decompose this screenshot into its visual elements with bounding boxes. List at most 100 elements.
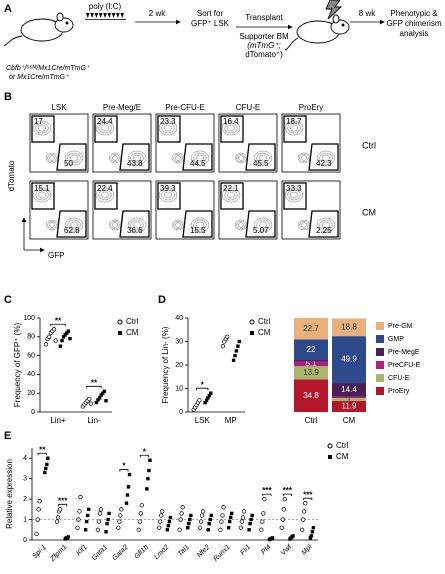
gate-value: 23.3 (160, 117, 176, 126)
point (51, 327, 57, 332)
gate-value: 62.8 (64, 226, 80, 235)
point (248, 521, 252, 526)
point (260, 519, 265, 524)
panel-label: C (4, 294, 12, 306)
point (221, 505, 226, 510)
contour (98, 189, 112, 201)
point (207, 521, 211, 526)
significance: ** (39, 445, 46, 454)
contour (193, 219, 207, 231)
x-tick-label: Lmo2 (153, 544, 170, 561)
step-text: analysis (400, 29, 429, 38)
x-tick-label: Klf1 (75, 544, 89, 558)
point (309, 534, 314, 538)
gate (245, 210, 276, 238)
contour (32, 120, 52, 136)
contour (316, 217, 336, 233)
value-label: 14.4 (341, 385, 357, 394)
point (159, 513, 164, 518)
contour (227, 124, 235, 132)
panel-label: E (4, 430, 11, 442)
point (310, 530, 315, 534)
legend-label: Ctrl (336, 441, 349, 450)
y-tick-label: 60 (27, 352, 35, 359)
y-axis-label: Frequency of GFP⁺ (%) (13, 323, 22, 408)
x-tick-label: CM (343, 416, 356, 425)
contour (196, 154, 204, 162)
gate (308, 210, 339, 238)
contour (164, 124, 172, 132)
contour (236, 221, 246, 229)
point (118, 513, 123, 518)
x-tick-label: Tal1 (177, 544, 191, 558)
contour (224, 189, 238, 201)
point (198, 519, 204, 524)
contour (32, 187, 52, 203)
point (231, 358, 236, 362)
point (208, 517, 212, 522)
axis-label: dTomato (7, 160, 16, 191)
contour (301, 222, 307, 228)
contour (236, 154, 246, 162)
contour (175, 222, 181, 228)
point (249, 517, 253, 522)
significance: * (122, 462, 126, 471)
y-tick-label: 20 (27, 390, 35, 397)
point (58, 344, 63, 348)
gate-value: 15.1 (34, 184, 50, 193)
point (311, 526, 316, 530)
contour (130, 152, 144, 164)
mouse (284, 0, 350, 51)
point (300, 527, 305, 532)
step-text: Supporter BM (239, 32, 289, 41)
gate (119, 210, 150, 238)
legend-marker (327, 443, 333, 449)
point (165, 528, 170, 532)
y-axis-label: Frequency of Lin- (%) (161, 326, 170, 403)
column-header: ProEry (299, 103, 323, 112)
gate-value: 50 (64, 159, 73, 168)
step-text: Transplant (245, 13, 283, 22)
legend-marker (249, 319, 255, 325)
gate-value: 24.4 (97, 117, 113, 126)
point (66, 535, 70, 539)
bar-segment (332, 336, 366, 384)
point (219, 519, 224, 524)
gate-value: 39.3 (160, 184, 176, 193)
plot-frame (155, 113, 215, 173)
gate (245, 143, 276, 171)
gate (182, 143, 213, 171)
point (104, 399, 108, 403)
point (226, 526, 231, 530)
gate-value: 43.8 (127, 159, 143, 168)
point (197, 398, 202, 403)
plot-frame (281, 180, 341, 240)
contour (112, 222, 118, 228)
legend-swatch (376, 361, 384, 369)
gate (94, 182, 118, 210)
x-tick-label: Zfpm1 (49, 544, 69, 564)
x-tick-label: LSK (195, 416, 211, 425)
gate-value: 22.1 (223, 184, 239, 193)
point (166, 523, 171, 528)
legend-swatch (376, 335, 384, 343)
significance: *** (303, 490, 313, 499)
contour (193, 152, 207, 164)
point (97, 396, 102, 400)
gate (283, 182, 307, 210)
bar-segment (332, 383, 366, 397)
genotype: or Mx1Cre/mTmG⁺ (9, 74, 70, 81)
significance: *** (283, 486, 293, 495)
legend-swatch (376, 374, 384, 382)
gate (119, 143, 150, 171)
point (188, 517, 192, 522)
y-tick-label: 40 (175, 315, 183, 322)
point (95, 527, 101, 532)
injection (90, 13, 94, 18)
contour (322, 154, 330, 162)
injection (116, 13, 120, 18)
value-label: 34.8 (303, 391, 319, 400)
gate-value: 2.25 (316, 226, 332, 235)
contour (127, 150, 147, 166)
point (46, 456, 50, 460)
